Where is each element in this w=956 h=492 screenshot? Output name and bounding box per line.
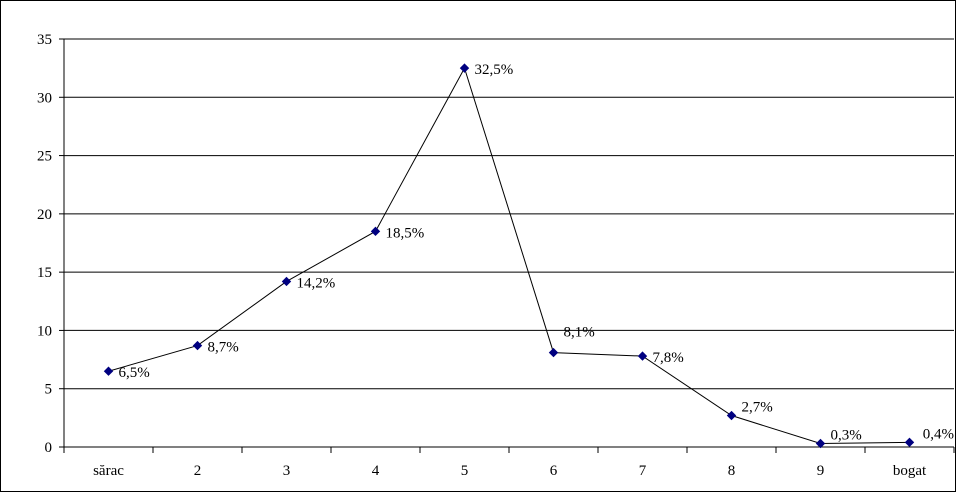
data-label: 18,5% xyxy=(386,225,425,241)
series-line xyxy=(108,66,910,445)
data-point-marker xyxy=(815,438,826,449)
x-tick-label: 4 xyxy=(372,463,380,479)
series-polyline xyxy=(108,66,910,445)
y-tick-label: 25 xyxy=(37,149,52,165)
data-labels: 6,5% 8,7% 14,2% 18,5% 32,5% 8,1% 7,8% 2,7% 0,3% 0… xyxy=(119,62,955,443)
data-label: 14,2% xyxy=(297,275,336,291)
axes xyxy=(59,38,955,453)
data-point-marker xyxy=(637,351,648,361)
data-point-marker xyxy=(726,410,737,421)
y-tick-label: 30 xyxy=(37,90,52,106)
data-label: 32,5% xyxy=(475,62,514,78)
data-label: 8,1% xyxy=(564,325,595,341)
x-tick-label: bogat xyxy=(893,463,927,479)
data-point-marker xyxy=(370,226,381,237)
data-point-marker xyxy=(192,340,203,351)
x-tick-label: 9 xyxy=(817,463,825,479)
y-tick-label: 10 xyxy=(37,323,52,339)
x-tick-label: 8 xyxy=(728,463,736,479)
x-axis-tick-labels: sărac 2 3 4 5 6 7 8 9 bogat xyxy=(93,463,927,479)
x-tick-label: 3 xyxy=(283,463,291,479)
y-tick-label: 0 xyxy=(45,440,53,456)
data-label: 6,5% xyxy=(119,365,150,381)
x-tick-label: 5 xyxy=(461,463,469,479)
y-tick-label: 15 xyxy=(37,265,52,281)
data-point-marker xyxy=(904,437,915,448)
data-point-marker xyxy=(281,276,292,287)
data-label: 0,3% xyxy=(831,428,862,444)
x-tick-label: 7 xyxy=(639,463,647,479)
data-label: 0,4% xyxy=(923,426,954,442)
x-tick-label: 6 xyxy=(550,463,558,479)
data-label: 7,8% xyxy=(653,350,684,366)
x-tick-label: sărac xyxy=(93,463,124,479)
data-label: 2,7% xyxy=(742,400,773,416)
data-label: 8,7% xyxy=(208,340,239,356)
y-tick-label: 35 xyxy=(37,32,52,48)
series-markers xyxy=(103,63,915,449)
x-tick-label: 2 xyxy=(194,463,202,479)
gridlines xyxy=(64,38,954,390)
y-axis-tick-labels: 0 5 10 15 20 25 30 35 xyxy=(37,32,52,456)
data-point-marker xyxy=(548,347,559,358)
y-tick-label: 5 xyxy=(45,382,53,398)
y-tick-label: 20 xyxy=(37,207,52,223)
data-point-marker xyxy=(459,63,470,73)
data-point-marker xyxy=(103,366,114,376)
